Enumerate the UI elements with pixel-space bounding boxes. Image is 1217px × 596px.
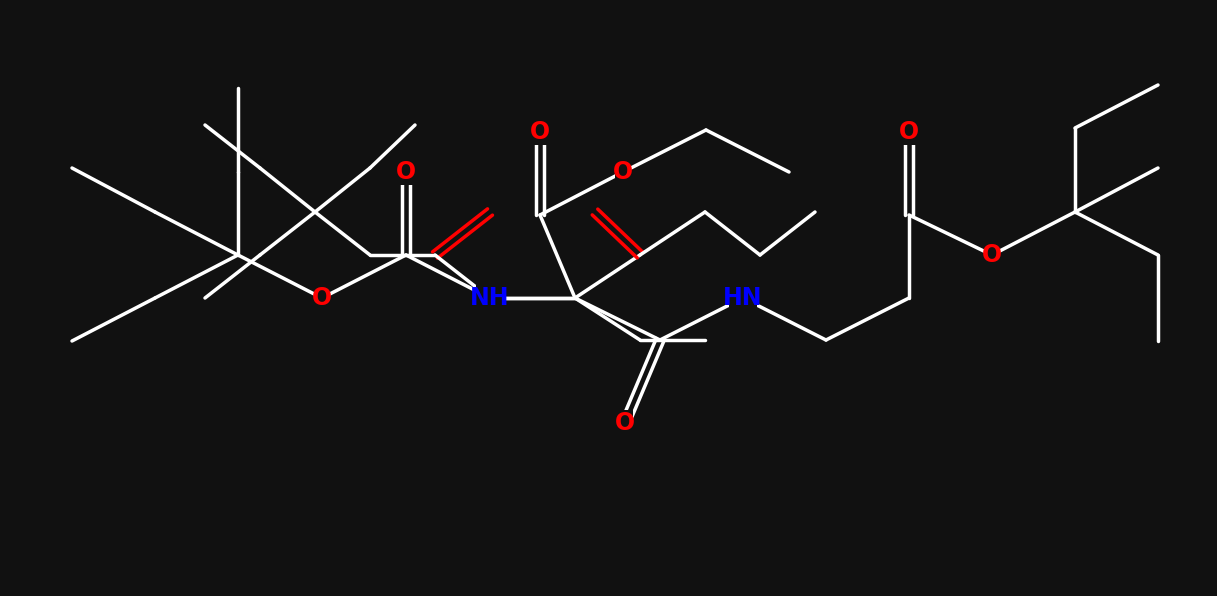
Text: O: O — [899, 120, 919, 144]
Text: O: O — [615, 411, 635, 435]
FancyBboxPatch shape — [314, 285, 330, 311]
FancyBboxPatch shape — [729, 285, 757, 311]
Text: O: O — [529, 120, 550, 144]
FancyBboxPatch shape — [476, 285, 504, 311]
FancyBboxPatch shape — [532, 119, 548, 145]
Text: O: O — [312, 286, 332, 310]
Text: O: O — [982, 243, 1002, 267]
FancyBboxPatch shape — [615, 159, 632, 185]
FancyBboxPatch shape — [983, 242, 1000, 268]
Text: NH: NH — [470, 286, 510, 310]
Text: HN: HN — [723, 286, 763, 310]
FancyBboxPatch shape — [617, 410, 633, 436]
Text: O: O — [396, 160, 416, 184]
FancyBboxPatch shape — [398, 159, 414, 185]
FancyBboxPatch shape — [901, 119, 918, 145]
Text: O: O — [613, 160, 633, 184]
